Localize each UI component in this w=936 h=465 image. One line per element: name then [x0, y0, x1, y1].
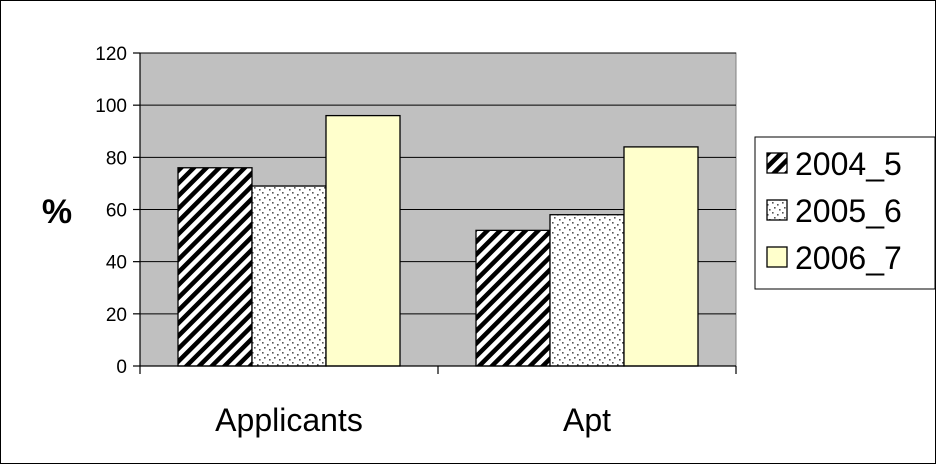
bar-2004_5-applicants — [177, 167, 253, 367]
y-tick-label: 80 — [106, 148, 127, 169]
bars — [177, 114, 699, 367]
bar-2004_5-apt — [475, 229, 551, 367]
y-axis-label: % — [42, 193, 72, 231]
bar-2006_7-applicants — [325, 114, 401, 367]
bar-2006_7-apt — [623, 146, 699, 367]
legend-swatch-2005_6 — [766, 199, 788, 221]
y-tick-label: 20 — [106, 305, 127, 326]
y-tick-label: 40 — [106, 253, 127, 274]
bar-2005_6-applicants — [251, 185, 327, 367]
legend-label-2004_5: 2004_5 — [795, 146, 902, 182]
legend-label-2005_6: 2005_6 — [795, 193, 902, 229]
legend: 2004_5 2005_6 2006_7 — [754, 136, 936, 290]
y-tick-label: 0 — [116, 357, 127, 378]
bar-2005_6-apt — [549, 214, 625, 367]
x-tick-label-apt: Apt — [563, 402, 611, 438]
y-tick-label: 120 — [95, 44, 127, 65]
x-tick-label-applicants: Applicants — [215, 402, 363, 438]
legend-swatch-2004_5 — [766, 152, 788, 174]
legend-swatch-2006_7 — [766, 246, 788, 268]
x-tick-labels: Applicants Apt — [215, 402, 611, 438]
y-tick-label: 60 — [106, 201, 127, 222]
y-tick-labels: 0 20 40 60 80 100 120 — [95, 44, 127, 378]
legend-label-2006_7: 2006_7 — [795, 240, 902, 276]
y-tick-label: 100 — [95, 96, 127, 117]
axes — [133, 52, 737, 374]
